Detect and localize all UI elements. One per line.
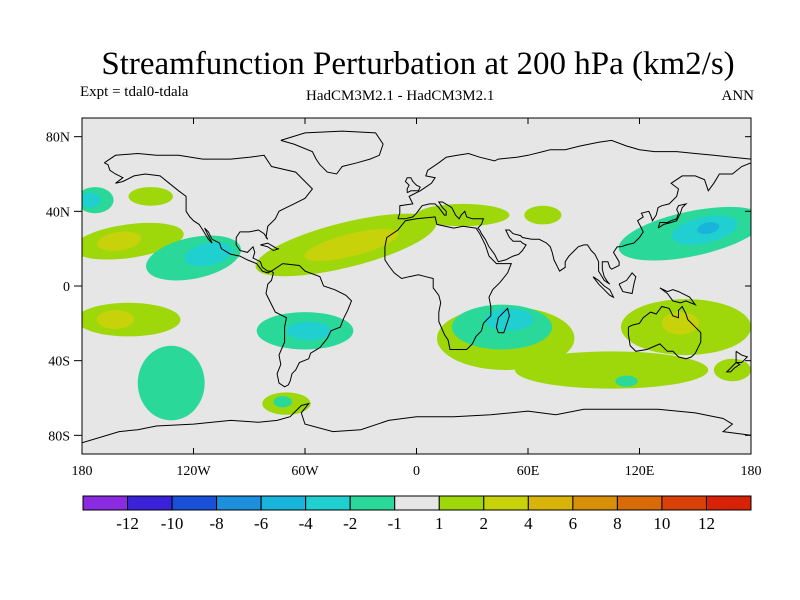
lon-tick-label-3: 0: [413, 464, 420, 479]
colorbar-label-2: -8: [210, 514, 224, 533]
colorbar-swatch-1: [127, 495, 173, 511]
colorbar-swatch-2: [171, 495, 218, 511]
colorbar-swatch-7: [394, 495, 440, 511]
colorbar: -12 -10 -8 -6 -4 -2 -1 1 2 4 6 8 10 12: [82, 495, 752, 533]
coastline-sumatra: [592, 276, 615, 299]
field-contour-8: [184, 242, 233, 267]
lon-tick-label-1: 120W: [176, 464, 211, 479]
coastline-madagascar: [495, 307, 510, 334]
field-contour-22: [615, 375, 638, 387]
coastline-new-guinea: [659, 287, 697, 306]
colorbar-label-7: 1: [435, 514, 444, 533]
colorbar-label-11: 8: [613, 514, 622, 533]
lon-tick-label-4: 60E: [517, 464, 540, 479]
colorbar-label-0: -12: [116, 514, 139, 533]
colorbar-swatch-8: [438, 495, 485, 511]
coastline-north-america: [104, 152, 314, 274]
lat-tick-label-3: 40S: [48, 355, 70, 370]
experiment-label: Expt = tdal0-tdala: [80, 84, 189, 100]
field-contour-6: [82, 192, 101, 208]
coastline-antarctica: [82, 402, 751, 444]
field-contour-15: [304, 228, 399, 261]
coastline-africa: [384, 216, 513, 350]
coastline-australia: [627, 305, 702, 360]
lat-tick-label-0: 80N: [46, 131, 70, 146]
lat-tick-label-4: 80S: [48, 429, 70, 444]
field-contour-13: [273, 396, 292, 408]
streamfunction-field-layer: [82, 187, 751, 421]
model-label: HadCM3M2.1 - HadCM3M2.1: [306, 88, 495, 104]
field-contour-25: [697, 222, 720, 235]
coastline-layer: [82, 130, 751, 444]
colorbar-label-6: -1: [388, 514, 402, 533]
lat-tick-label-2: 0: [63, 280, 70, 295]
colorbar-swatch-12: [616, 495, 663, 511]
field-contour-21: [514, 351, 709, 389]
colorbar-swatch-3: [216, 495, 262, 511]
season-label: ANN: [721, 88, 755, 104]
coastline-caribbean: [260, 242, 280, 252]
colorbar-swatch-13: [661, 495, 707, 511]
colorbar-label-3: -6: [254, 514, 268, 533]
colorbar-label-13: 12: [698, 514, 715, 533]
field-contour-27: [661, 312, 699, 335]
lon-tick-label-5: 120E: [625, 464, 655, 479]
field-contour-11: [286, 321, 332, 341]
page-title: Streamfunction Perturbation at 200 hPa (…: [101, 46, 735, 82]
field-contour-4: [128, 187, 174, 206]
lat-tick-label-1: 40N: [46, 205, 70, 220]
colorbar-label-12: 10: [653, 514, 670, 533]
colorbar-label-5: -2: [343, 514, 357, 533]
coastline-japan: [657, 202, 688, 229]
field-contour-9: [137, 345, 205, 421]
coastline-borneo: [618, 272, 637, 295]
colorbar-label-10: 6: [569, 514, 578, 533]
coastline-new-zealand: [725, 350, 749, 373]
field-contour-17: [524, 205, 562, 225]
colorbar-swatch-6: [349, 495, 396, 511]
field-contour-20: [485, 308, 534, 331]
colorbar-label-9: 4: [524, 514, 533, 533]
colorbar-swatch-4: [260, 495, 307, 511]
lon-tick-label-2: 60W: [291, 464, 319, 479]
lon-tick-label-0: 180: [72, 464, 93, 479]
coastline-greenland: [280, 130, 384, 175]
field-contour-16: [416, 203, 510, 227]
colorbar-swatch-9: [483, 495, 529, 511]
coastline-eurasia: [397, 139, 751, 285]
colorbar-label-8: 2: [480, 514, 489, 533]
coastline-great-britain: [404, 177, 421, 194]
colorbar-swatch-14: [705, 495, 752, 511]
colorbar-swatch-10: [527, 495, 574, 511]
lon-tick-label-6: 180: [741, 464, 762, 479]
axis-ticks: 80N 40N 0 40S 80S 180 120W 60W 0 60E 120E 180: [46, 118, 762, 479]
colorbar-swatch-5: [305, 495, 351, 511]
colorbar-label-4: -4: [299, 514, 314, 533]
colorbar-swatch-11: [572, 495, 618, 511]
coastline-south-america: [265, 263, 353, 388]
colorbar-swatch-0: [82, 495, 129, 511]
colorbar-label-1: -10: [161, 514, 184, 533]
field-contour-1: [97, 231, 142, 251]
field-contour-3: [96, 310, 135, 329]
